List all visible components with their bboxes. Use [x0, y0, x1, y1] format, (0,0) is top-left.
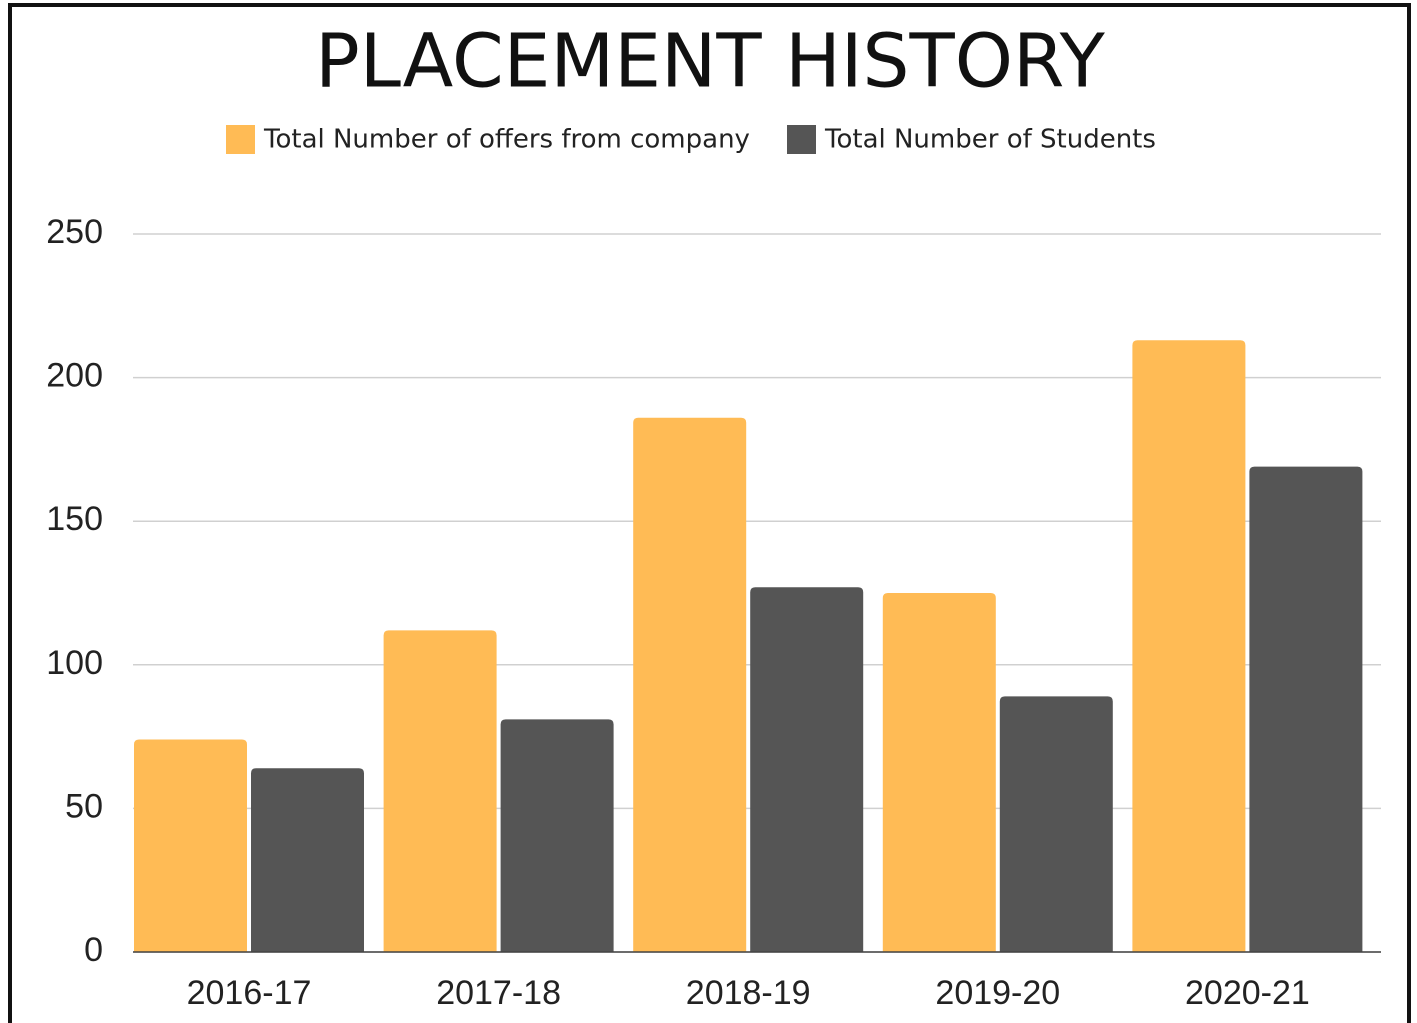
legend-swatch	[226, 125, 255, 154]
chart-title: PLACEMENT HISTORY	[315, 19, 1106, 105]
x-tick-label: 2020-21	[1185, 974, 1310, 1012]
bar	[1249, 466, 1363, 952]
legend-label: Total Number of Students	[824, 125, 1156, 155]
y-tick-label: 100	[46, 644, 103, 682]
bar	[134, 739, 247, 952]
x-tick-label: 2018-19	[686, 974, 811, 1012]
bar	[882, 593, 996, 952]
bar	[383, 630, 497, 952]
bar	[251, 768, 364, 952]
y-tick-label: 250	[46, 213, 103, 251]
x-tick-label: 2017-18	[436, 974, 561, 1012]
x-tick-label: 2016-17	[187, 974, 312, 1012]
y-tick-label: 0	[84, 931, 103, 969]
y-tick-label: 150	[46, 500, 103, 538]
legend-swatch	[787, 125, 816, 154]
y-tick-label: 200	[46, 357, 103, 395]
bar	[500, 719, 614, 952]
bar	[999, 696, 1113, 952]
bar	[750, 587, 864, 952]
x-tick-label: 2019-20	[935, 974, 1060, 1012]
bar	[1132, 340, 1246, 952]
y-tick-label: 50	[65, 787, 103, 825]
bar	[633, 417, 747, 953]
legend-label: Total Number of offers from company	[263, 125, 750, 155]
